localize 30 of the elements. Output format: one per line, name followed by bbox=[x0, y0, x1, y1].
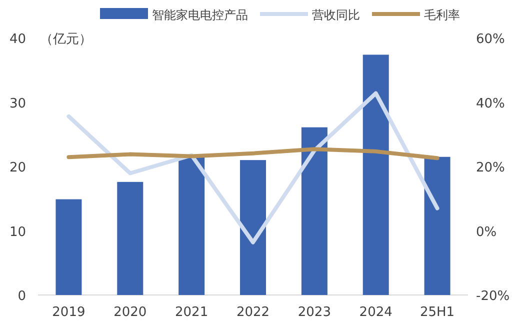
y2-tick-label: -20% bbox=[476, 289, 510, 304]
legend-label: 营收同比 bbox=[312, 8, 360, 22]
bar bbox=[240, 160, 266, 295]
bar bbox=[424, 156, 450, 295]
legend-label: 毛利率 bbox=[424, 8, 460, 22]
x-tick-label: 2020 bbox=[114, 305, 147, 320]
y-tick-label: 40 bbox=[9, 32, 26, 47]
bar bbox=[301, 127, 328, 295]
y2-tick-label: 20% bbox=[476, 160, 505, 176]
y-tick-label: 10 bbox=[9, 224, 26, 240]
y2-tick-label: 40% bbox=[476, 96, 505, 112]
y2-tick-label: 60% bbox=[476, 32, 505, 47]
x-tick-label: 2019 bbox=[52, 305, 86, 320]
y-tick-label: 30 bbox=[9, 96, 26, 112]
bar bbox=[362, 54, 389, 295]
x-tick-label: 2023 bbox=[298, 305, 331, 320]
y2-tick-label: 0% bbox=[476, 224, 497, 240]
y-axis-title: （亿元） bbox=[40, 32, 92, 47]
line-series bbox=[66, 91, 440, 244]
x-tick-label: 25H1 bbox=[420, 305, 455, 320]
line-series bbox=[66, 147, 440, 160]
legend-label: 智能家电电控产品 bbox=[152, 8, 248, 22]
bar bbox=[117, 182, 144, 295]
x-tick-label: 2021 bbox=[175, 305, 208, 320]
y-tick-label: 0 bbox=[18, 289, 26, 304]
bar bbox=[56, 199, 82, 295]
bar bbox=[178, 156, 205, 295]
x-tick-label: 2024 bbox=[359, 305, 392, 320]
x-tick-label: 2022 bbox=[236, 305, 270, 320]
y-tick-label: 20 bbox=[9, 160, 26, 176]
